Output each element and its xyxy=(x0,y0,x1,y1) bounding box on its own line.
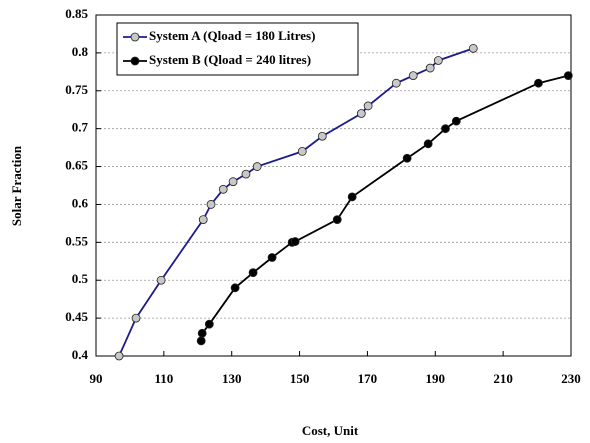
y-tick-label: 0.4 xyxy=(72,347,89,362)
data-point xyxy=(267,253,277,262)
data-point xyxy=(156,275,166,285)
y-tick-label: 0.55 xyxy=(65,233,88,248)
legend-label: System B (Qload = 240 litres) xyxy=(149,52,311,67)
data-point xyxy=(252,162,262,171)
data-point xyxy=(408,71,418,81)
x-axis-title: Cost, Unit xyxy=(302,423,359,438)
x-tick-label: 130 xyxy=(222,371,242,386)
data-point xyxy=(563,71,573,81)
y-tick-label: 0.8 xyxy=(72,44,89,59)
data-point xyxy=(230,283,240,293)
data-point xyxy=(198,215,208,225)
x-tick-label: 110 xyxy=(154,371,173,386)
legend-marker xyxy=(130,56,140,66)
data-point xyxy=(241,169,251,179)
x-tick-label: 90 xyxy=(90,371,103,386)
y-tick-label: 0.45 xyxy=(65,309,88,324)
data-point xyxy=(363,101,373,111)
data-point xyxy=(131,313,141,323)
data-point xyxy=(391,78,401,88)
data-point xyxy=(332,215,342,225)
data-point xyxy=(317,131,327,141)
data-point xyxy=(402,153,412,163)
x-tick-label: 170 xyxy=(358,371,378,386)
data-point xyxy=(204,319,214,329)
data-point xyxy=(297,146,307,156)
legend-marker xyxy=(130,32,140,42)
data-point xyxy=(206,200,216,209)
x-tick-label: 210 xyxy=(493,371,513,386)
data-point xyxy=(468,43,478,53)
data-point xyxy=(451,116,461,126)
data-point xyxy=(441,124,450,134)
data-point xyxy=(534,78,543,88)
data-point xyxy=(197,328,207,338)
y-tick-label: 0.6 xyxy=(72,195,89,210)
data-point xyxy=(347,192,357,202)
y-tick-label: 0.75 xyxy=(65,82,88,97)
x-tick-label: 230 xyxy=(561,371,581,386)
data-point xyxy=(114,351,124,361)
y-axis-title: Solar Fraction xyxy=(9,145,24,226)
plot-frame xyxy=(95,14,572,357)
y-tick-label: 0.5 xyxy=(72,271,89,286)
x-tick-label: 150 xyxy=(290,371,310,386)
data-point xyxy=(425,63,435,73)
x-tick-label: 190 xyxy=(426,371,446,386)
data-point xyxy=(433,56,443,65)
y-tick-label: 0.85 xyxy=(65,6,88,21)
data-point xyxy=(290,237,300,246)
data-point xyxy=(228,177,238,187)
legend-box xyxy=(116,22,359,76)
series-line xyxy=(200,74,569,341)
data-point xyxy=(423,139,433,149)
y-tick-label: 0.7 xyxy=(72,120,89,135)
data-point xyxy=(248,268,258,278)
data-point xyxy=(196,336,206,346)
series-line xyxy=(118,47,474,357)
y-tick-label: 0.65 xyxy=(65,158,88,173)
data-point xyxy=(356,109,366,118)
legend-label: System A (Qload = 180 Litres) xyxy=(149,28,315,43)
data-point xyxy=(218,184,228,194)
